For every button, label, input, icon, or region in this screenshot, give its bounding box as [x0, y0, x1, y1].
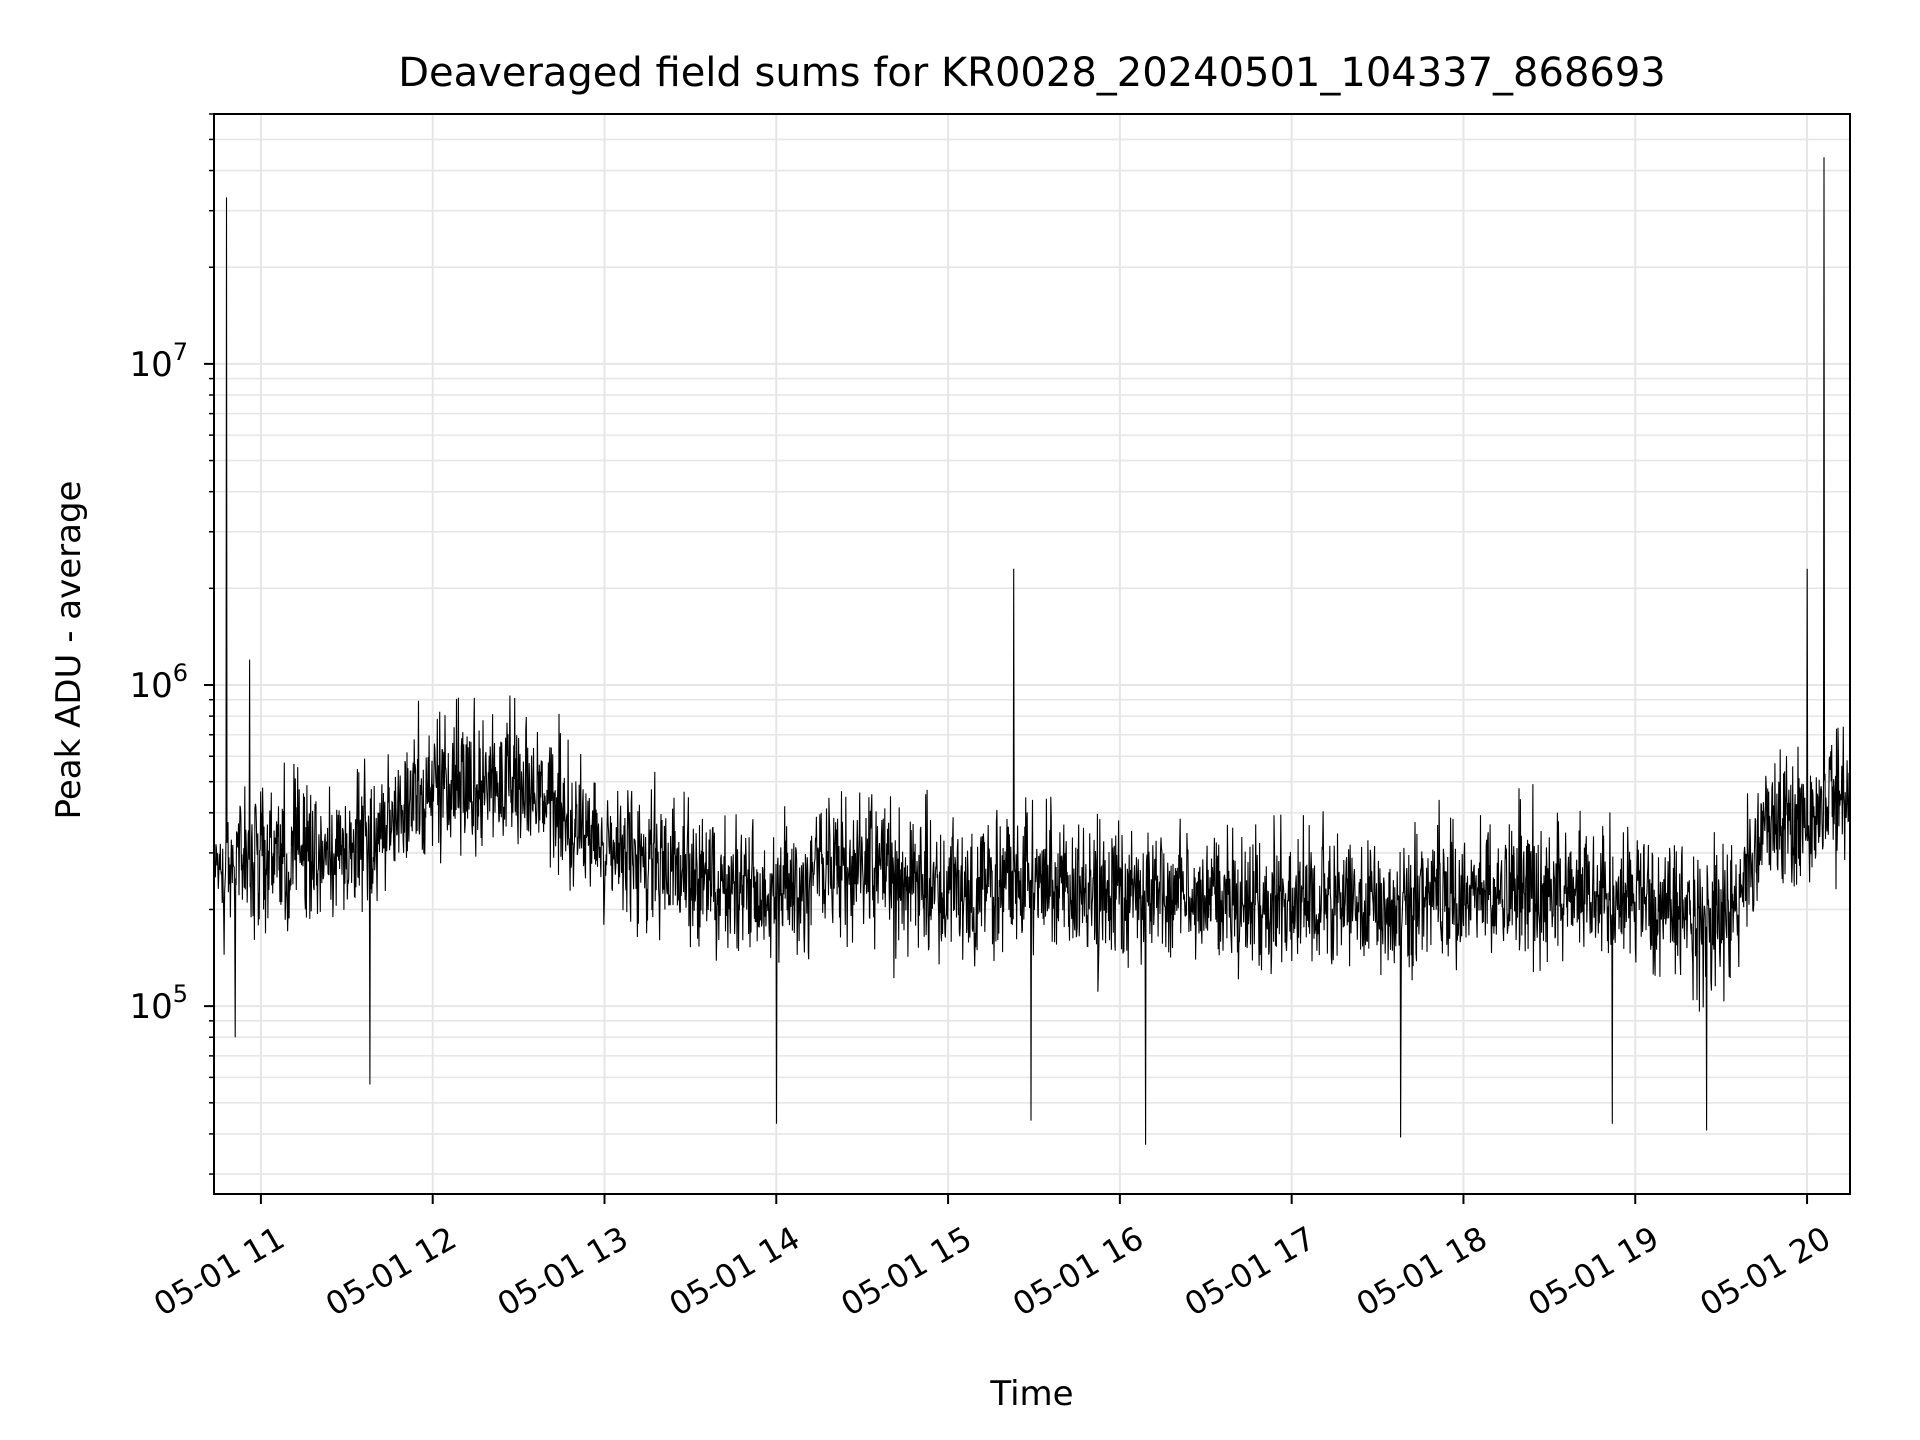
y-axis-ticks: 105 106 107 — [129, 113, 214, 1175]
series-peak-adu — [213, 157, 1851, 1145]
chart-title: Deaveraged field sums for KR0028_2024050… — [398, 50, 1666, 96]
y-axis-label: Peak ADU - average — [49, 481, 89, 820]
y-tick-label: 105 — [129, 980, 188, 1027]
y-tick-label: 106 — [129, 659, 188, 706]
series-line — [213, 157, 1851, 1145]
x-axis-label: Time — [989, 1374, 1073, 1414]
y-tick-label: 107 — [129, 338, 188, 385]
plot-frame — [213, 113, 1851, 1195]
